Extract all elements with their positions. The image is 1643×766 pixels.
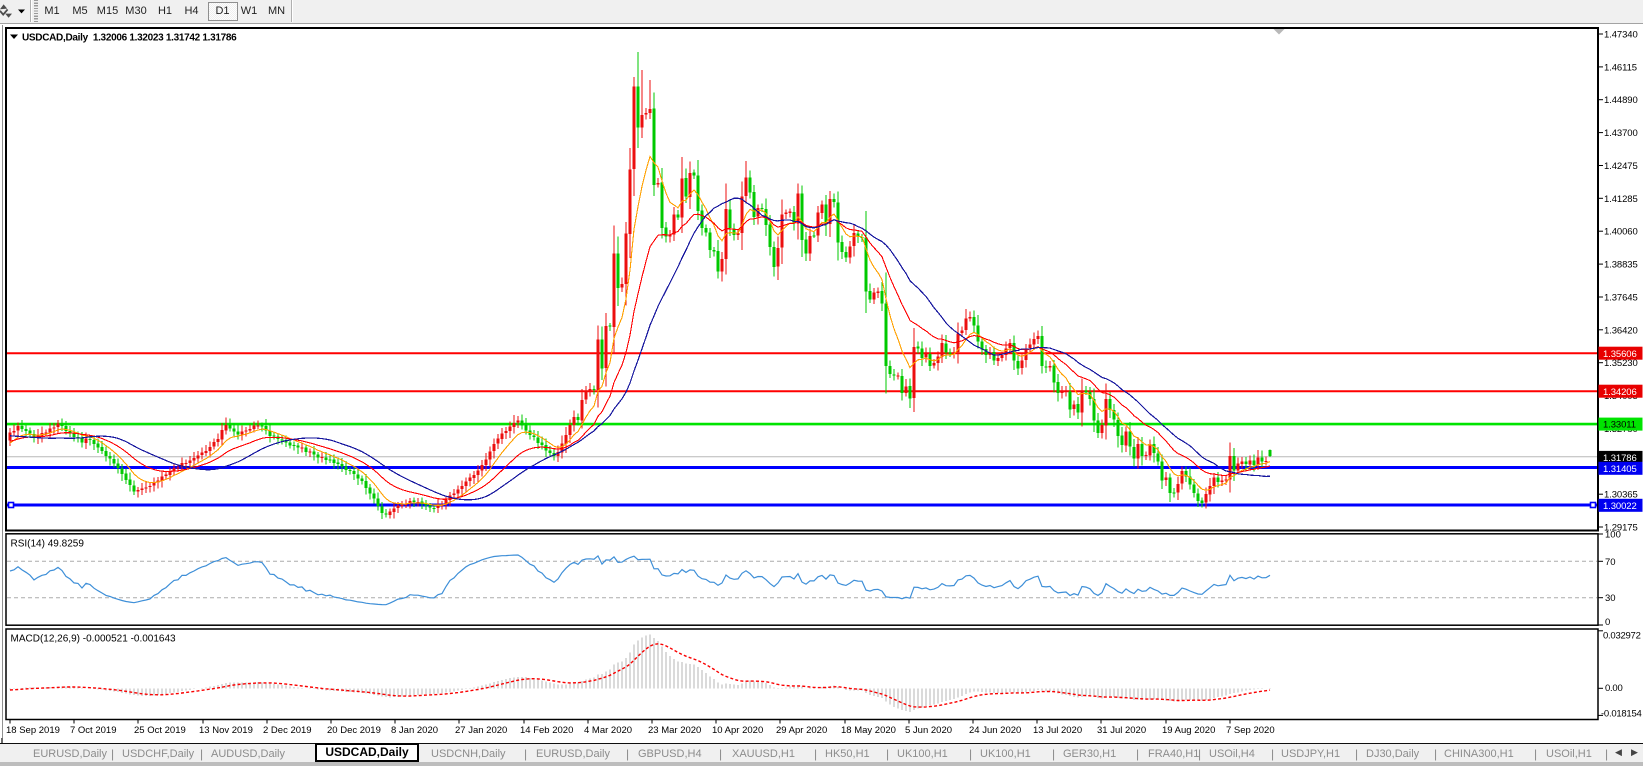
- svg-text:1.43700: 1.43700: [1604, 128, 1638, 139]
- svg-text:1.31405: 1.31405: [1603, 464, 1637, 475]
- svg-text:5 Jun 2020: 5 Jun 2020: [905, 725, 952, 736]
- svg-text:18 May 2020: 18 May 2020: [841, 725, 896, 736]
- svg-text:1.46115: 1.46115: [1604, 62, 1637, 73]
- svg-text:1.41285: 1.41285: [1604, 194, 1638, 205]
- svg-text:2 Dec 2019: 2 Dec 2019: [263, 725, 312, 736]
- svg-text:31 Jul 2020: 31 Jul 2020: [1097, 725, 1146, 736]
- svg-text:30: 30: [1605, 593, 1616, 604]
- svg-text:8 Jan 2020: 8 Jan 2020: [391, 725, 438, 736]
- svg-text:13 Jul 2020: 13 Jul 2020: [1033, 725, 1082, 736]
- svg-text:0.00: 0.00: [1605, 683, 1623, 694]
- svg-text:1.30022: 1.30022: [1603, 501, 1637, 512]
- svg-text:0.032972: 0.032972: [1603, 631, 1641, 642]
- svg-text:14 Feb 2020: 14 Feb 2020: [520, 725, 573, 736]
- svg-text:27 Jan 2020: 27 Jan 2020: [455, 725, 507, 736]
- svg-text:1.38835: 1.38835: [1604, 260, 1638, 271]
- svg-text:29 Apr 2020: 29 Apr 2020: [776, 725, 827, 736]
- svg-text:USDCAD,Daily 1.32006 1.32023: USDCAD,Daily 1.32006 1.32023 1.31742 1.3…: [22, 33, 237, 44]
- svg-text:1.37645: 1.37645: [1604, 293, 1638, 304]
- svg-text:7 Oct 2019: 7 Oct 2019: [70, 725, 116, 736]
- svg-text:MACD(12,26,9) -0.000521 -0.001: MACD(12,26,9) -0.000521 -0.001643: [11, 634, 177, 645]
- svg-text:24 Jun 2020: 24 Jun 2020: [969, 725, 1021, 736]
- svg-text:1.44890: 1.44890: [1604, 95, 1638, 106]
- svg-text:0: 0: [1605, 617, 1610, 628]
- svg-text:70: 70: [1605, 557, 1616, 568]
- svg-text:1.34206: 1.34206: [1603, 387, 1637, 398]
- svg-text:7 Sep 2020: 7 Sep 2020: [1226, 725, 1275, 736]
- svg-text:1.33011: 1.33011: [1603, 420, 1636, 431]
- svg-text:13 Nov 2019: 13 Nov 2019: [199, 725, 253, 736]
- svg-text:1.40060: 1.40060: [1604, 227, 1638, 238]
- svg-text:1.35606: 1.35606: [1603, 349, 1637, 360]
- svg-text:25 Oct 2019: 25 Oct 2019: [134, 725, 186, 736]
- svg-text:1.29175: 1.29175: [1604, 523, 1638, 534]
- svg-text:1.31786: 1.31786: [1603, 453, 1637, 464]
- svg-text:100: 100: [1605, 530, 1621, 541]
- svg-text:18 Sep 2019: 18 Sep 2019: [6, 725, 60, 736]
- svg-text:1.36420: 1.36420: [1604, 325, 1638, 336]
- svg-text:20 Dec 2019: 20 Dec 2019: [327, 725, 381, 736]
- svg-text:1.47340: 1.47340: [1604, 30, 1638, 41]
- svg-text:19 Aug 2020: 19 Aug 2020: [1162, 725, 1215, 736]
- svg-text:23 Mar 2020: 23 Mar 2020: [648, 725, 701, 736]
- svg-text:4 Mar 2020: 4 Mar 2020: [584, 725, 632, 736]
- svg-text:-0.018154: -0.018154: [1601, 709, 1642, 720]
- svg-text:1.42475: 1.42475: [1604, 161, 1638, 172]
- svg-text:1.35230: 1.35230: [1604, 358, 1638, 369]
- svg-text:10 Apr 2020: 10 Apr 2020: [712, 725, 763, 736]
- svg-text:1.30365: 1.30365: [1604, 490, 1638, 501]
- svg-text:RSI(14) 49.8259: RSI(14) 49.8259: [11, 539, 85, 550]
